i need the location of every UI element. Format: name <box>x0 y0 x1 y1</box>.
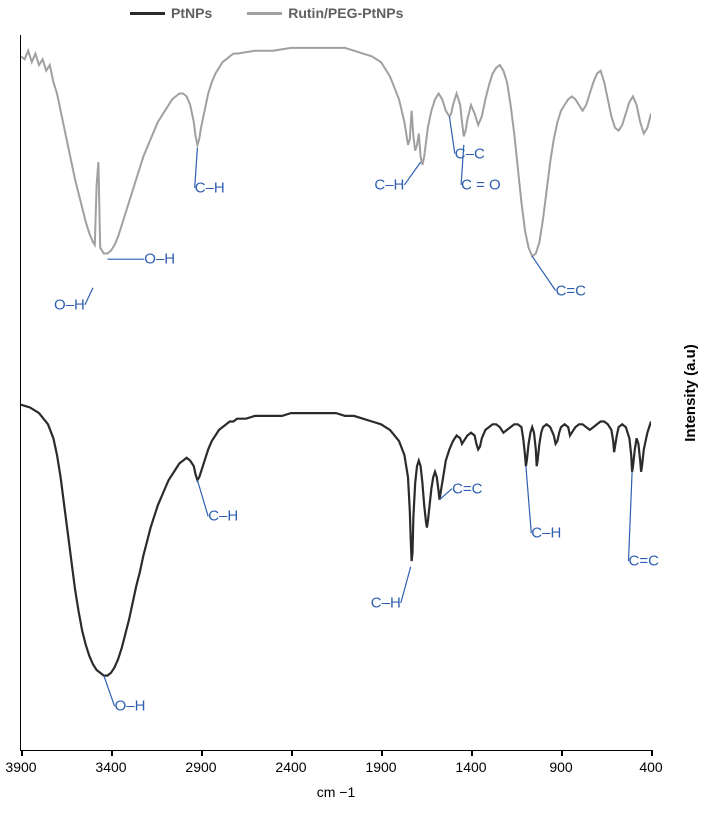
xtick-label: 1400 <box>455 759 486 775</box>
peak-leader <box>532 256 555 290</box>
legend-item-ptnps: PtNPs <box>130 5 212 21</box>
peak-label: C–H <box>531 525 561 542</box>
xtick-label: 400 <box>639 759 662 775</box>
peak-leader <box>104 676 115 707</box>
legend-item-rutin: Rutin/PEG-PtNPs <box>247 5 403 21</box>
xtick-label: 3900 <box>5 759 36 775</box>
plot-area: cm −1 Intensity (a.u) 390034002900240019… <box>20 35 651 751</box>
legend-label-2: Rutin/PEG-PtNPs <box>288 5 403 21</box>
xtick-mark <box>561 750 563 756</box>
xtick-label: 3400 <box>95 759 126 775</box>
legend-line-2 <box>247 12 282 15</box>
xtick-mark <box>471 750 473 756</box>
legend-line-1 <box>130 12 165 15</box>
chart-container: PtNPs Rutin/PEG-PtNPs cm −1 Intensity (a… <box>0 0 710 813</box>
peak-label: C=C <box>452 480 482 497</box>
legend: PtNPs Rutin/PEG-PtNPs <box>130 5 403 21</box>
peak-leader <box>629 472 633 561</box>
peak-label: O–H <box>115 698 146 715</box>
xtick-mark <box>111 750 113 756</box>
xtick-mark <box>651 750 653 756</box>
peak-leader <box>401 567 411 603</box>
x-axis-label: cm −1 <box>317 784 356 800</box>
y-axis-label: Intensity (a.u) <box>683 344 700 442</box>
peak-label: C–C <box>455 145 485 162</box>
legend-label-1: PtNPs <box>171 5 212 21</box>
xtick-mark <box>201 750 203 756</box>
peak-label: C=C <box>629 553 659 570</box>
xtick-label: 2900 <box>185 759 216 775</box>
peak-leader <box>526 466 531 533</box>
curves-svg <box>21 35 651 750</box>
peak-label: C–H <box>208 508 238 525</box>
peak-label: C–H <box>195 179 225 196</box>
xtick-mark <box>291 750 293 756</box>
peak-leader <box>85 288 93 305</box>
peak-label: C–H <box>374 176 404 193</box>
xtick-label: 2400 <box>275 759 306 775</box>
xtick-label: 1900 <box>365 759 396 775</box>
peak-label: O–H <box>144 251 175 268</box>
peak-leader <box>404 162 420 185</box>
peak-label: O–H <box>54 296 85 313</box>
xtick-mark <box>21 750 23 756</box>
xtick-label: 900 <box>549 759 572 775</box>
series-rutin <box>21 48 651 256</box>
peak-label: C–H <box>371 595 401 612</box>
peak-label: C=C <box>556 282 586 299</box>
peak-leader <box>197 480 208 516</box>
xtick-mark <box>381 750 383 756</box>
peak-label: C = O <box>461 176 501 193</box>
